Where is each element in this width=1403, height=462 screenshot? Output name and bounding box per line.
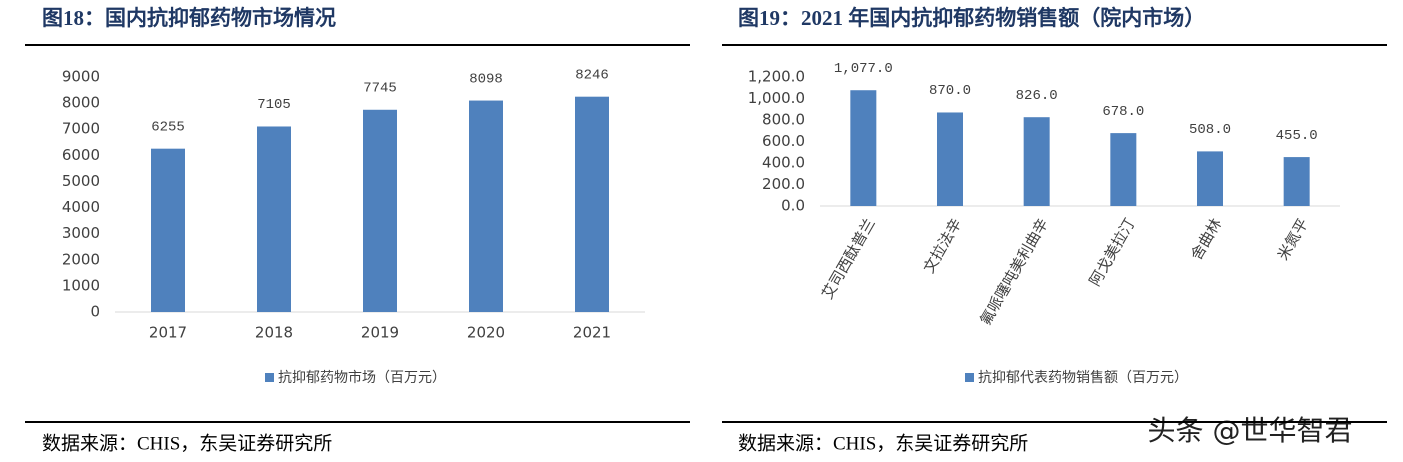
x-tick-label: 氟哌噻吨美利曲辛 xyxy=(976,215,1052,328)
value-label: 678.0 xyxy=(1102,104,1144,120)
value-label: 826.0 xyxy=(1016,88,1058,104)
y-tick-label: 0 xyxy=(90,303,100,321)
value-label: 870.0 xyxy=(929,83,971,99)
x-tick-label: 米氮平 xyxy=(1274,215,1312,263)
x-tick-label: 舍曲林 xyxy=(1187,215,1225,263)
bar xyxy=(1110,133,1137,206)
bar xyxy=(850,90,877,206)
y-tick-label: 1000 xyxy=(62,276,100,294)
bar xyxy=(151,148,185,312)
x-tick-label: 2021 xyxy=(573,324,611,342)
legend-label: 抗抑郁代表药物销售额（百万元） xyxy=(978,370,1188,386)
watermark: 头条 @世华智君 xyxy=(1148,414,1353,447)
y-tick-label: 4000 xyxy=(62,198,100,216)
y-tick-label: 200.0 xyxy=(762,175,805,193)
x-tick-label: 2019 xyxy=(361,324,399,342)
value-label: 455.0 xyxy=(1276,128,1318,144)
legend-swatch xyxy=(965,373,974,382)
x-tick-label: 艾司西酞普兰 xyxy=(818,215,879,302)
y-tick-label: 400.0 xyxy=(762,154,805,172)
y-tick-label: 600.0 xyxy=(762,132,805,150)
y-tick-label: 800.0 xyxy=(762,111,805,129)
x-tick-label: 2020 xyxy=(467,324,505,342)
bar xyxy=(1283,157,1310,206)
figure-title: 图18：国内抗抑郁药物市场情况 xyxy=(42,6,336,30)
bar xyxy=(363,109,397,313)
y-tick-label: 7000 xyxy=(62,120,100,138)
y-tick-label: 8000 xyxy=(62,94,100,112)
x-tick-label: 阿戈美拉汀 xyxy=(1086,215,1139,289)
bar xyxy=(575,96,609,312)
x-tick-label: 2017 xyxy=(149,324,187,342)
value-label: 1,077.0 xyxy=(834,61,893,77)
y-tick-label: 2000 xyxy=(62,250,100,268)
y-tick-label: 1,200.0 xyxy=(748,68,805,86)
y-tick-label: 0.0 xyxy=(781,197,805,215)
value-label: 8098 xyxy=(469,71,503,87)
y-tick-label: 5000 xyxy=(62,172,100,190)
bar xyxy=(1023,117,1050,206)
figure-title: 图19：2021 年国内抗抑郁药物销售额（院内市场） xyxy=(738,6,1205,30)
legend-swatch xyxy=(265,373,274,382)
bar xyxy=(469,100,503,313)
legend-label: 抗抑郁药物市场（百万元） xyxy=(278,369,446,386)
bar xyxy=(257,126,291,312)
value-label: 6255 xyxy=(151,119,185,135)
value-label: 508.0 xyxy=(1189,122,1231,138)
value-label: 7745 xyxy=(363,80,397,96)
bar xyxy=(937,112,963,206)
x-tick-label: 文拉法辛 xyxy=(920,215,966,276)
source: 数据来源：CHIS，东吴证券研究所 xyxy=(738,432,1028,454)
source: 数据来源：CHIS，东吴证券研究所 xyxy=(42,432,332,454)
value-label: 7105 xyxy=(257,97,291,113)
y-tick-label: 3000 xyxy=(62,224,100,242)
y-tick-label: 1,000.0 xyxy=(748,89,805,107)
y-tick-label: 9000 xyxy=(62,68,100,86)
value-label: 8246 xyxy=(575,67,609,83)
y-tick-label: 6000 xyxy=(62,146,100,164)
x-tick-label: 2018 xyxy=(255,324,293,342)
bar xyxy=(1197,151,1223,206)
